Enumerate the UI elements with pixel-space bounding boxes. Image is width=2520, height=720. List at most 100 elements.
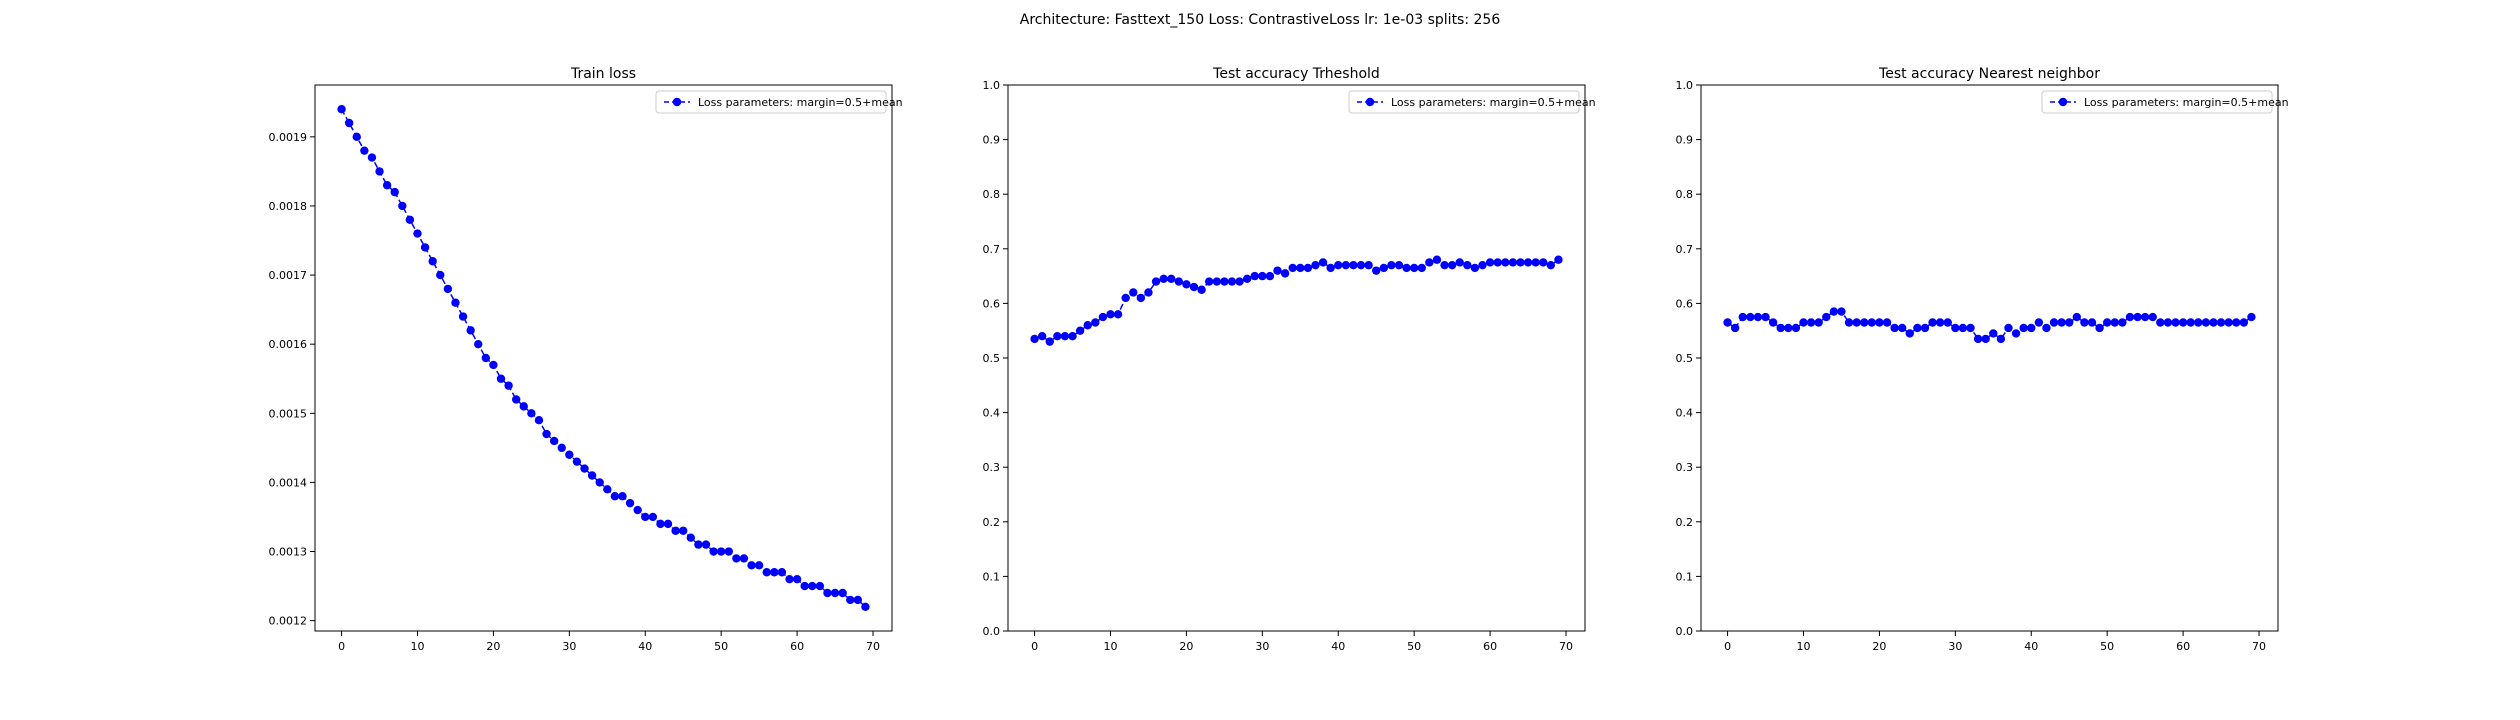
- data-point: [1554, 255, 1563, 264]
- data-point: [1867, 318, 1877, 327]
- data-point: [344, 118, 354, 128]
- data-point: [2125, 312, 2135, 322]
- data-point: [2194, 318, 2203, 327]
- data-point: [1098, 312, 1108, 322]
- y-tick-label: 0.0018: [269, 200, 308, 213]
- data-point: [1189, 282, 1199, 292]
- x-tick-label: 40: [1331, 640, 1345, 653]
- data-point: [565, 450, 574, 459]
- data-point: [1379, 263, 1389, 273]
- data-point: [1943, 318, 1952, 327]
- data-point: [1753, 312, 1763, 322]
- legend-label: Loss parameters: margin=0.5+mean: [1391, 96, 1596, 109]
- data-point: [587, 471, 597, 480]
- data-point: [747, 561, 756, 570]
- y-tick-label: 0.0017: [269, 269, 308, 282]
- data-point: [466, 326, 475, 335]
- data-point: [1723, 318, 1732, 327]
- data-point: [1394, 260, 1404, 270]
- data-point: [1973, 334, 1983, 344]
- data-point: [1746, 312, 1755, 322]
- data-point: [1167, 274, 1176, 284]
- y-tick-label: 0.7: [1676, 243, 1694, 256]
- series-1: [1723, 307, 2256, 344]
- data-point: [2019, 323, 2028, 333]
- data-point: [1212, 277, 1221, 286]
- x-tick-label: 10: [1103, 640, 1117, 653]
- data-point: [785, 574, 794, 584]
- legend: Loss parameters: margin=0.5+mean: [2041, 90, 2289, 114]
- x-tick-label: 70: [1559, 640, 1573, 653]
- data-point: [1364, 260, 1373, 270]
- data-point: [1516, 258, 1525, 267]
- data-point: [1784, 323, 1793, 333]
- data-point: [716, 547, 726, 556]
- data-point: [762, 568, 771, 577]
- data-point: [2110, 318, 2119, 327]
- x-tick-label: 50: [2100, 640, 2114, 653]
- legend-label: Loss parameters: margin=0.5+mean: [698, 96, 903, 109]
- y-tick-label: 0.0014: [269, 476, 308, 489]
- data-point: [1447, 260, 1457, 270]
- data-point: [2042, 323, 2051, 333]
- data-point: [641, 512, 650, 522]
- x-tick-label: 40: [638, 640, 652, 653]
- data-point: [511, 395, 521, 404]
- data-point: [1258, 271, 1267, 281]
- data-point: [1844, 318, 1854, 327]
- data-point: [2057, 318, 2066, 327]
- x-tick-label: 70: [866, 640, 880, 653]
- data-point: [1791, 323, 1801, 333]
- x-tick-label: 60: [790, 640, 804, 653]
- data-point: [1159, 274, 1168, 284]
- legend: Loss parameters: margin=0.5+mean: [1348, 90, 1596, 114]
- data-point: [1822, 312, 1831, 322]
- data-point: [1951, 323, 1960, 333]
- data-point: [2171, 318, 2180, 327]
- subplot-title: Test accuracy Trheshold: [1212, 66, 1380, 82]
- data-point: [808, 581, 817, 591]
- subplot-title: Test accuracy Nearest neighbor: [1878, 66, 2100, 82]
- data-point: [625, 498, 635, 508]
- y-tick-label: 1.0: [1676, 79, 1694, 92]
- data-point: [1356, 260, 1366, 270]
- data-point: [1113, 310, 1123, 319]
- data-point: [527, 409, 536, 418]
- data-point: [496, 374, 506, 383]
- data-point: [1455, 258, 1464, 267]
- data-point: [2095, 323, 2104, 333]
- x-tick-label: 60: [2176, 640, 2190, 653]
- data-point: [420, 243, 430, 252]
- axes-frame: [1007, 84, 1586, 632]
- data-point: [1060, 331, 1070, 341]
- data-point: [1539, 258, 1548, 267]
- data-point: [1501, 258, 1510, 267]
- data-point: [1075, 326, 1085, 335]
- data-point: [679, 526, 688, 535]
- data-point: [557, 443, 566, 453]
- data-point: [610, 492, 620, 501]
- data-point: [1882, 318, 1892, 327]
- data-point: [1546, 260, 1556, 270]
- data-point: [2087, 318, 2097, 327]
- data-point: [1730, 323, 1740, 333]
- y-tick-label: 0.3: [1676, 461, 1694, 474]
- y-tick-label: 0.8: [1676, 188, 1694, 201]
- y-tick-label: 0.6: [983, 297, 1001, 310]
- data-point: [1174, 277, 1184, 286]
- data-point: [1129, 288, 1138, 297]
- data-point: [701, 540, 711, 549]
- x-tick-label: 30: [1948, 640, 1962, 653]
- data-point: [1776, 323, 1785, 333]
- data-point: [2201, 318, 2211, 327]
- data-point: [1531, 258, 1540, 267]
- x-tick-label: 20: [1179, 640, 1193, 653]
- data-point: [1417, 263, 1426, 273]
- y-tick-label: 0.4: [1676, 407, 1694, 420]
- y-tick-label: 0.0: [1676, 625, 1694, 638]
- data-point: [2156, 318, 2165, 327]
- data-point: [367, 153, 377, 162]
- y-tick-label: 0.1: [983, 570, 1001, 583]
- y-tick-label: 0.0012: [269, 615, 308, 628]
- data-point: [1106, 310, 1115, 319]
